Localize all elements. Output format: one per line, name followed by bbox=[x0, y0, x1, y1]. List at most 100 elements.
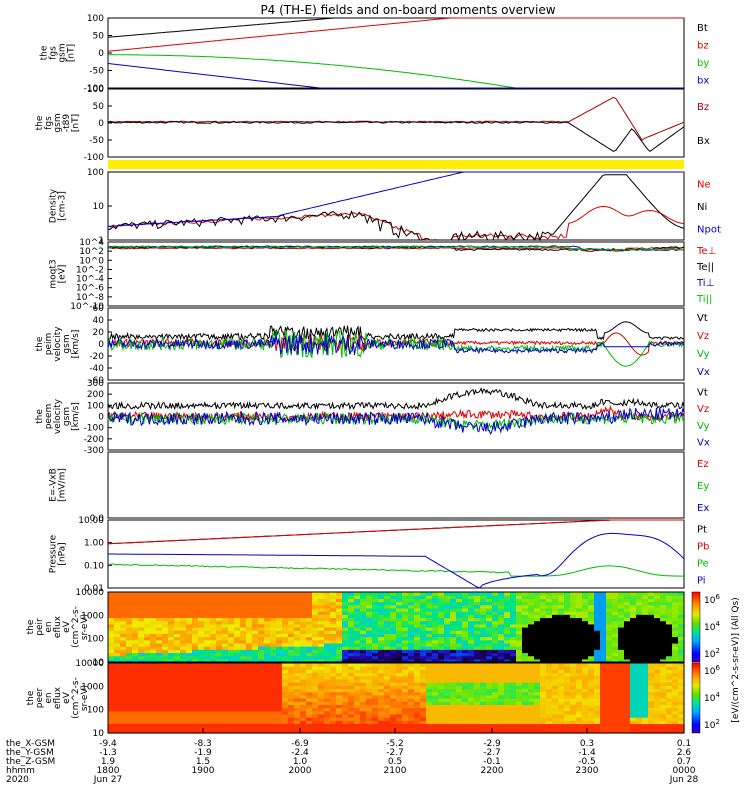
heat-cell bbox=[606, 592, 613, 596]
heat-cell bbox=[270, 598, 277, 603]
heat-cell bbox=[492, 682, 499, 686]
heat-cell bbox=[630, 675, 637, 680]
heat-cell bbox=[564, 601, 571, 606]
heat-cell bbox=[246, 601, 253, 606]
heat-cell bbox=[156, 633, 163, 638]
heat-cell bbox=[264, 617, 271, 622]
heat-cell bbox=[672, 723, 679, 728]
heat-cell bbox=[642, 707, 649, 712]
heat-cell bbox=[204, 649, 211, 654]
heat-cell bbox=[330, 655, 337, 660]
heat-cell bbox=[294, 614, 301, 619]
heat-cell bbox=[324, 672, 331, 677]
heat-cell bbox=[210, 623, 217, 628]
heat-cell bbox=[396, 611, 403, 615]
heat-cell bbox=[546, 658, 553, 663]
heat-cell bbox=[186, 627, 193, 631]
heat-cell bbox=[120, 655, 127, 660]
heat-cell bbox=[240, 592, 247, 596]
heat-cell bbox=[168, 623, 175, 628]
y-axis-label: thepeirenefluxeV(cm^2-s-sr-eV) bbox=[26, 606, 90, 648]
heat-cell bbox=[378, 649, 385, 654]
heat-cell bbox=[252, 627, 259, 631]
heat-cell bbox=[618, 611, 625, 615]
heat-cell bbox=[228, 652, 235, 657]
heat-cell bbox=[378, 607, 385, 612]
heat-cell bbox=[606, 720, 613, 725]
heat-cell bbox=[678, 694, 685, 699]
heat-cell bbox=[648, 723, 655, 728]
y-axis-label-line: [km/s] bbox=[71, 330, 81, 359]
heat-cell bbox=[582, 617, 589, 622]
heat-cell bbox=[600, 701, 607, 705]
heat-cell bbox=[678, 611, 685, 615]
heat-cell bbox=[126, 639, 133, 644]
heat-cell bbox=[408, 720, 415, 725]
heat-cell bbox=[252, 652, 259, 657]
heat-cell bbox=[114, 726, 121, 731]
heat-cell bbox=[324, 639, 331, 644]
heat-cell bbox=[438, 678, 445, 683]
heat-cell bbox=[606, 617, 613, 622]
heat-cell bbox=[348, 701, 355, 705]
heat-cell bbox=[348, 682, 355, 686]
heat-cell bbox=[552, 601, 559, 606]
heat-cell bbox=[642, 623, 649, 628]
heat-cell bbox=[132, 701, 139, 705]
heat-cell bbox=[150, 592, 157, 596]
heat-cell bbox=[444, 685, 451, 690]
heat-cell bbox=[222, 713, 229, 718]
heat-cell bbox=[336, 642, 343, 647]
heat-cell bbox=[564, 617, 571, 622]
heat-cell bbox=[168, 713, 175, 718]
heat-cell bbox=[432, 729, 439, 734]
heat-cell bbox=[330, 726, 337, 731]
heat-cell bbox=[258, 592, 265, 596]
heat-cell bbox=[168, 675, 175, 680]
heat-cell bbox=[318, 666, 325, 670]
heat-cell bbox=[270, 658, 277, 663]
heat-cell bbox=[600, 720, 607, 725]
heat-cell bbox=[468, 666, 475, 670]
heat-cell bbox=[672, 701, 679, 705]
heat-cell bbox=[570, 639, 577, 644]
heat-cell bbox=[510, 646, 517, 650]
heat-cell bbox=[624, 620, 631, 625]
heat-cell bbox=[378, 627, 385, 631]
heat-cell bbox=[624, 717, 631, 721]
heat-cell bbox=[186, 691, 193, 696]
heat-cell bbox=[228, 729, 235, 734]
heat-cell bbox=[600, 691, 607, 696]
heat-cell bbox=[636, 598, 643, 603]
heat-cell bbox=[576, 655, 583, 660]
heat-cell bbox=[624, 623, 631, 628]
heat-cell bbox=[132, 710, 139, 715]
heat-cell bbox=[462, 698, 469, 702]
y-axis-label-line: -t89 bbox=[62, 114, 72, 133]
heat-cell bbox=[168, 682, 175, 686]
heat-cell bbox=[258, 707, 265, 712]
heat-cell bbox=[288, 666, 295, 670]
heat-cell bbox=[294, 623, 301, 628]
heat-cell bbox=[420, 666, 427, 670]
heat-cell bbox=[198, 614, 205, 619]
heat-cell bbox=[330, 682, 337, 686]
heat-cell bbox=[678, 652, 685, 657]
heat-cell bbox=[582, 669, 589, 674]
heat-cell bbox=[168, 642, 175, 647]
heat-cell bbox=[216, 663, 223, 667]
heat-cell bbox=[318, 623, 325, 628]
heat-cell bbox=[546, 720, 553, 725]
heat-cell bbox=[612, 713, 619, 718]
heat-cell bbox=[222, 691, 229, 696]
heat-cell bbox=[276, 630, 283, 634]
heat-cell bbox=[648, 669, 655, 674]
heat-cell bbox=[510, 713, 517, 718]
heat-cell bbox=[438, 633, 445, 638]
heat-cell bbox=[384, 669, 391, 674]
heat-cell bbox=[672, 710, 679, 715]
x-row-label: 2020 bbox=[6, 775, 29, 785]
heat-cell bbox=[276, 688, 283, 693]
heat-cell bbox=[426, 678, 433, 683]
heat-cell bbox=[486, 723, 493, 728]
